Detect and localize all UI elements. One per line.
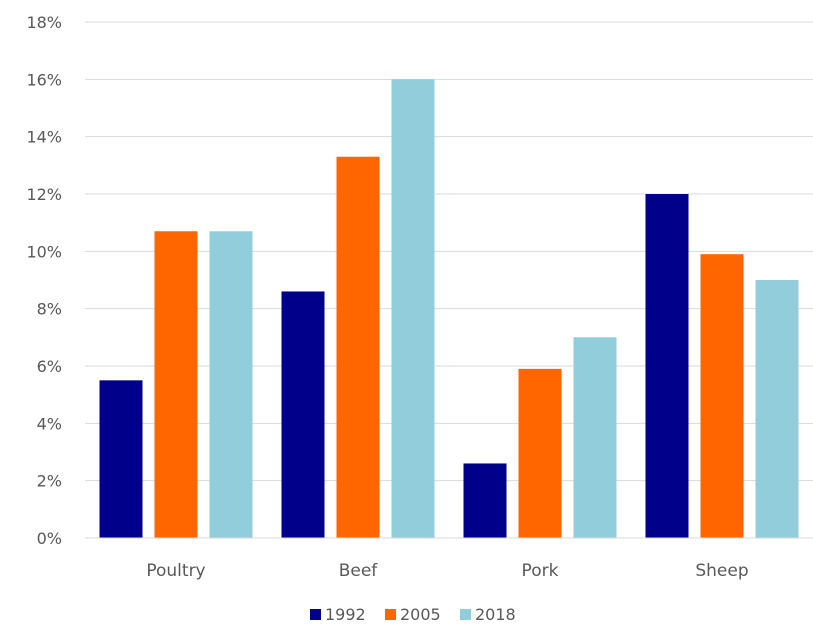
- y-tick-label: 16%: [26, 70, 62, 89]
- y-tick-label: 8%: [37, 300, 62, 319]
- legend-label-1992: 1992: [325, 605, 366, 624]
- bar-pork-2005: [518, 368, 562, 538]
- gridlines: [85, 21, 813, 482]
- bar-poultry-2018: [209, 231, 253, 538]
- bar-pork-1992: [463, 463, 507, 538]
- legend: 1992 2005 2018: [310, 605, 516, 624]
- y-tick-label: 2%: [37, 472, 62, 491]
- x-category-label: Sheep: [695, 561, 748, 581]
- bar-beef-1992: [281, 291, 325, 538]
- y-tick-label: 4%: [37, 414, 62, 433]
- y-tick-label: 18%: [26, 13, 62, 32]
- bar-poultry-2005: [154, 231, 198, 538]
- x-category-label: Pork: [522, 561, 559, 581]
- x-category-label: Beef: [339, 561, 379, 581]
- legend-swatch-2005: [385, 609, 396, 620]
- legend-swatch-1992: [310, 609, 321, 620]
- bar-poultry-1992: [99, 380, 143, 538]
- bar-sheep-2018: [755, 280, 799, 538]
- legend-label-2005: 2005: [400, 605, 441, 624]
- bars: [99, 79, 799, 538]
- y-tick-label: 0%: [37, 529, 62, 548]
- y-tick-label: 10%: [26, 242, 62, 261]
- x-axis-category-labels: Poultry Beef Pork Sheep: [146, 561, 748, 581]
- y-tick-label: 12%: [26, 185, 62, 204]
- bar-beef-2005: [336, 156, 380, 538]
- x-category-label: Poultry: [146, 561, 205, 581]
- legend-swatch-2018: [460, 609, 471, 620]
- bar-pork-2018: [573, 337, 617, 538]
- y-tick-label: 6%: [37, 357, 62, 376]
- bar-beef-2018: [391, 79, 435, 538]
- bar-sheep-1992: [645, 194, 689, 538]
- y-tick-label: 14%: [26, 128, 62, 147]
- legend-label-2018: 2018: [475, 605, 516, 624]
- y-axis-tick-labels: 0% 2% 4% 6% 8% 10% 12% 14% 16% 18%: [26, 13, 62, 548]
- bar-sheep-2005: [700, 254, 744, 538]
